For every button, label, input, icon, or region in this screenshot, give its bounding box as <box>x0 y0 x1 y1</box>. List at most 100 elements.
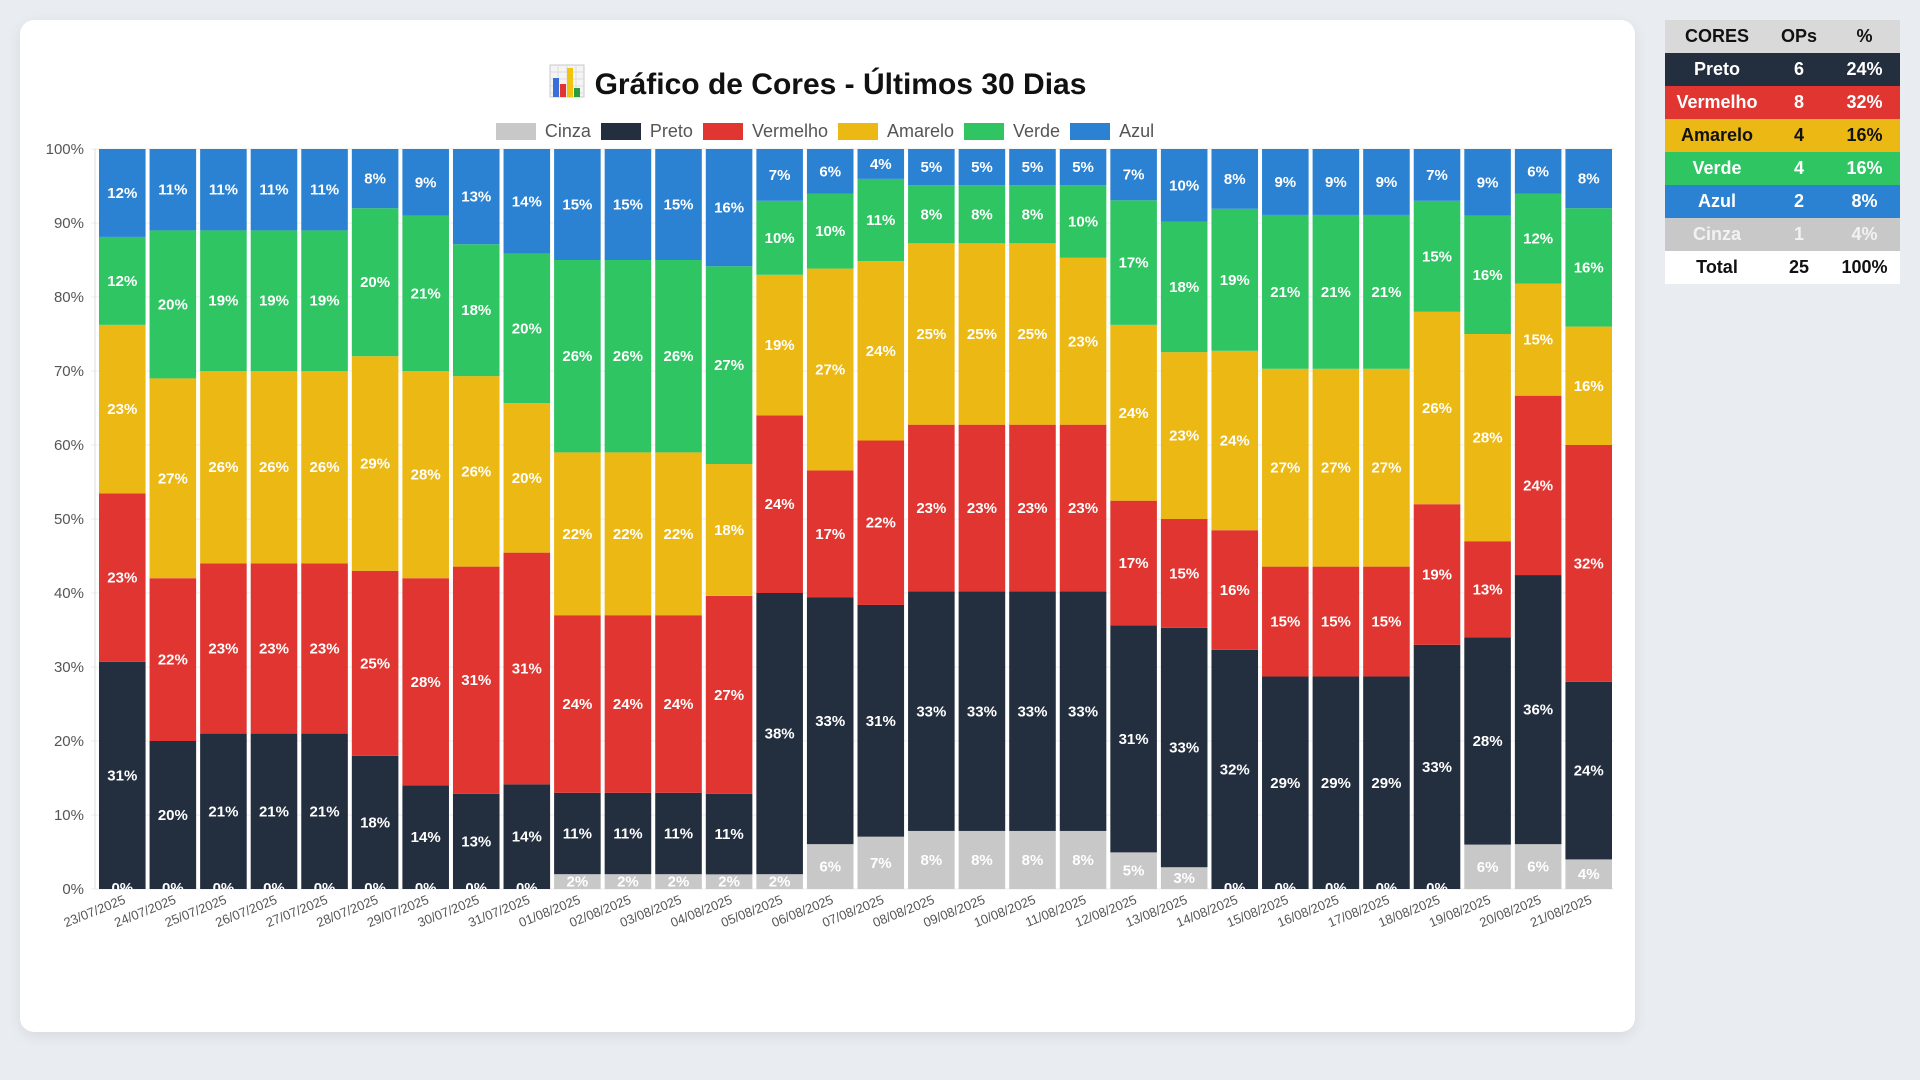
bar-segment-verde[interactable] <box>554 260 601 453</box>
bar-segment-amarelo[interactable] <box>1009 243 1056 425</box>
bar-segment-cinza[interactable] <box>1565 859 1612 889</box>
bar-segment-vermelho[interactable] <box>99 493 146 662</box>
bar-segment-azul[interactable] <box>452 149 500 245</box>
bar-segment-azul[interactable] <box>1262 149 1309 215</box>
bar-segment-cinza[interactable] <box>1514 844 1562 889</box>
bar-segment-vermelho[interactable] <box>554 615 601 793</box>
bar-segment-preto[interactable] <box>402 785 449 889</box>
bar-segment-vermelho[interactable] <box>1413 504 1461 645</box>
bar-segment-verde[interactable] <box>1312 214 1360 369</box>
bar-segment-verde[interactable] <box>705 266 753 465</box>
bar-segment-azul[interactable] <box>857 149 905 179</box>
bar-segment-preto[interactable] <box>1160 627 1208 868</box>
bar-segment-vermelho[interactable] <box>1312 566 1360 677</box>
bar-segment-verde[interactable] <box>149 230 197 379</box>
bar-segment-preto[interactable] <box>1059 591 1107 831</box>
bar-segment-cinza[interactable] <box>908 830 955 889</box>
bar-segment-azul[interactable] <box>1464 149 1511 216</box>
bar-segment-preto[interactable] <box>301 733 348 889</box>
bar-segment-amarelo[interactable] <box>806 268 854 471</box>
bar-segment-azul[interactable] <box>1312 149 1360 215</box>
bar-segment-cinza[interactable] <box>1009 830 1056 889</box>
bar-segment-amarelo[interactable] <box>1262 368 1309 567</box>
bar-segment-preto[interactable] <box>1363 676 1410 889</box>
bar-segment-vermelho[interactable] <box>301 563 348 734</box>
bar-segment-preto[interactable] <box>452 793 500 889</box>
bar-segment-azul[interactable] <box>655 149 702 260</box>
bar-segment-vermelho[interactable] <box>958 424 1006 592</box>
bar-segment-azul[interactable] <box>908 149 955 186</box>
bar-segment-verde[interactable] <box>655 260 702 453</box>
bar-segment-verde[interactable] <box>452 244 500 377</box>
bar-segment-preto[interactable] <box>1565 681 1612 860</box>
legend-item-preto[interactable]: Preto <box>600 121 693 142</box>
bar-segment-amarelo[interactable] <box>1464 334 1511 542</box>
legend-item-vermelho[interactable]: Vermelho <box>702 121 828 142</box>
bar-segment-vermelho[interactable] <box>1262 566 1309 677</box>
bar-segment-amarelo[interactable] <box>705 464 753 596</box>
bar-segment-verde[interactable] <box>1565 208 1612 327</box>
bar-segment-azul[interactable] <box>250 149 298 231</box>
bar-segment-verde[interactable] <box>1464 215 1511 334</box>
bar-segment-preto[interactable] <box>149 741 197 889</box>
bar-segment-vermelho[interactable] <box>351 570 399 756</box>
bar-segment-azul[interactable] <box>1211 149 1259 209</box>
bar-segment-cinza[interactable] <box>806 844 854 889</box>
bar-segment-azul[interactable] <box>402 149 449 216</box>
bar-segment-verde[interactable] <box>1009 185 1056 244</box>
bar-segment-amarelo[interactable] <box>1312 368 1360 567</box>
bar-segment-vermelho[interactable] <box>1211 530 1259 650</box>
bar-segment-azul[interactable] <box>958 149 1006 186</box>
bar-segment-azul[interactable] <box>1363 149 1410 215</box>
bar-segment-verde[interactable] <box>503 253 551 404</box>
bar-segment-preto[interactable] <box>756 593 803 875</box>
bar-segment-amarelo[interactable] <box>554 452 601 616</box>
bar-segment-cinza[interactable] <box>1160 867 1208 889</box>
bar-segment-amarelo[interactable] <box>1413 311 1461 505</box>
bar-segment-preto[interactable] <box>99 661 146 889</box>
bar-segment-cinza[interactable] <box>554 874 601 889</box>
bar-segment-cinza[interactable] <box>1464 844 1511 889</box>
bar-segment-preto[interactable] <box>1464 637 1511 845</box>
bar-segment-preto[interactable] <box>1110 625 1157 853</box>
bar-segment-cinza[interactable] <box>1110 852 1157 889</box>
bar-segment-preto[interactable] <box>1514 575 1562 845</box>
bar-segment-amarelo[interactable] <box>301 371 348 564</box>
bar-segment-verde[interactable] <box>1363 214 1410 369</box>
bar-segment-azul[interactable] <box>149 149 197 231</box>
bar-segment-preto[interactable] <box>554 792 601 875</box>
bar-segment-vermelho[interactable] <box>503 552 551 785</box>
bar-segment-vermelho[interactable] <box>655 615 702 793</box>
bar-segment-amarelo[interactable] <box>908 243 955 425</box>
bar-segment-amarelo[interactable] <box>958 243 1006 425</box>
bar-segment-verde[interactable] <box>351 208 399 357</box>
bar-segment-preto[interactable] <box>1211 649 1259 889</box>
bar-segment-verde[interactable] <box>756 200 803 275</box>
bar-segment-vermelho[interactable] <box>1059 424 1107 592</box>
bar-segment-verde[interactable] <box>1059 185 1107 258</box>
bar-segment-amarelo[interactable] <box>655 452 702 616</box>
bar-segment-vermelho[interactable] <box>604 615 652 793</box>
bar-segment-azul[interactable] <box>1160 149 1208 222</box>
bar-segment-cinza[interactable] <box>604 874 652 889</box>
bar-segment-preto[interactable] <box>958 591 1006 831</box>
bar-segment-azul[interactable] <box>806 149 854 194</box>
bar-segment-preto[interactable] <box>1262 676 1309 889</box>
bar-segment-preto[interactable] <box>857 604 905 837</box>
bar-segment-preto[interactable] <box>503 784 551 889</box>
bar-segment-verde[interactable] <box>250 230 298 371</box>
bar-segment-azul[interactable] <box>351 149 399 209</box>
bar-segment-amarelo[interactable] <box>604 452 652 616</box>
bar-segment-verde[interactable] <box>1514 193 1562 284</box>
bar-segment-amarelo[interactable] <box>200 371 247 564</box>
bar-segment-vermelho[interactable] <box>200 563 247 734</box>
bar-segment-amarelo[interactable] <box>402 371 449 579</box>
bar-segment-verde[interactable] <box>402 215 449 371</box>
bar-segment-amarelo[interactable] <box>99 324 146 494</box>
bar-segment-cinza[interactable] <box>1059 830 1107 889</box>
bar-segment-verde[interactable] <box>908 185 955 244</box>
bar-segment-amarelo[interactable] <box>1110 324 1157 501</box>
bar-segment-amarelo[interactable] <box>250 371 298 564</box>
legend-item-amarelo[interactable]: Amarelo <box>838 121 954 142</box>
bar-segment-azul[interactable] <box>554 149 601 260</box>
